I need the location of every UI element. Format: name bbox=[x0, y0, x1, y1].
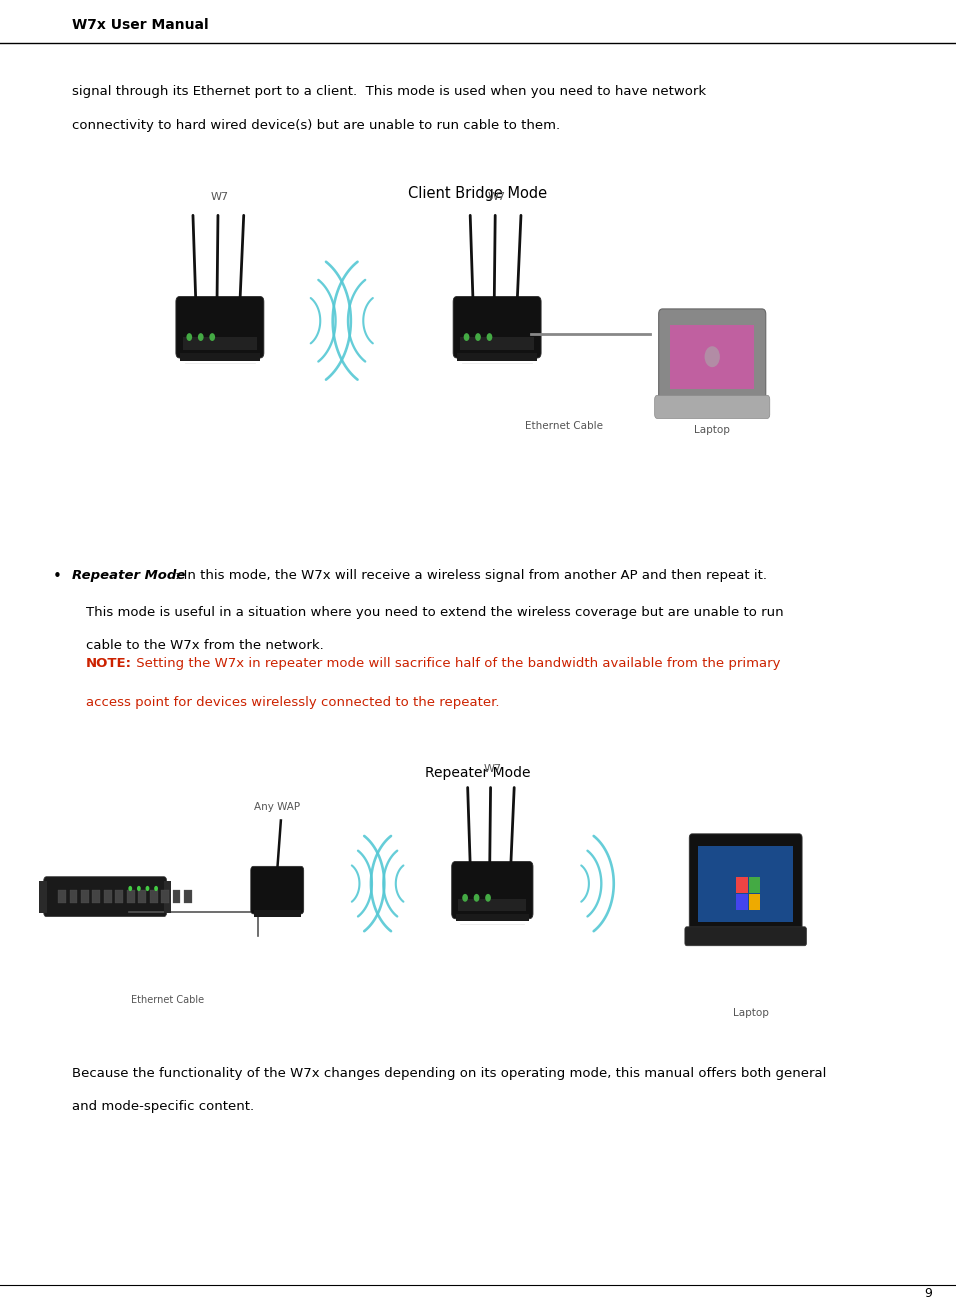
Bar bbox=[150, 890, 158, 903]
Bar bbox=[185, 890, 192, 903]
Text: and mode-specific content.: and mode-specific content. bbox=[72, 1100, 254, 1113]
Text: cable to the W7x from the network.: cable to the W7x from the network. bbox=[86, 639, 324, 652]
Circle shape bbox=[137, 886, 141, 891]
Bar bbox=[173, 890, 181, 903]
Bar bbox=[127, 890, 135, 903]
Circle shape bbox=[475, 332, 481, 340]
Circle shape bbox=[474, 894, 479, 902]
Circle shape bbox=[198, 332, 204, 340]
Circle shape bbox=[209, 332, 215, 340]
Text: Client Bridge Mode: Client Bridge Mode bbox=[408, 186, 548, 200]
Text: This mode is useful in a situation where you need to extend the wireless coverag: This mode is useful in a situation where… bbox=[86, 606, 784, 619]
Circle shape bbox=[463, 894, 468, 902]
Text: Laptop: Laptop bbox=[694, 425, 730, 436]
FancyBboxPatch shape bbox=[659, 309, 766, 404]
Circle shape bbox=[154, 886, 158, 891]
Bar bbox=[698, 846, 793, 922]
Text: Ethernet Cable: Ethernet Cable bbox=[131, 995, 204, 1005]
Circle shape bbox=[145, 886, 149, 891]
FancyBboxPatch shape bbox=[250, 867, 304, 914]
Bar bbox=[70, 890, 77, 903]
Bar bbox=[460, 338, 534, 350]
FancyBboxPatch shape bbox=[176, 296, 264, 357]
Text: access point for devices wirelessly connected to the repeater.: access point for devices wirelessly conn… bbox=[86, 696, 500, 709]
Circle shape bbox=[128, 886, 132, 891]
Text: Ethernet Cable: Ethernet Cable bbox=[525, 421, 603, 432]
Bar bbox=[253, 910, 301, 916]
FancyBboxPatch shape bbox=[453, 296, 541, 357]
FancyBboxPatch shape bbox=[655, 395, 770, 419]
Text: •: • bbox=[53, 569, 62, 584]
Bar bbox=[81, 890, 89, 903]
Circle shape bbox=[486, 894, 491, 902]
Bar bbox=[459, 899, 526, 911]
Circle shape bbox=[464, 332, 469, 340]
Bar bbox=[139, 890, 146, 903]
Circle shape bbox=[186, 332, 192, 340]
Bar bbox=[180, 352, 260, 360]
Text: signal through its Ethernet port to a client.  This mode is used when you need t: signal through its Ethernet port to a cl… bbox=[72, 85, 706, 98]
Text: Setting the W7x in repeater mode will sacrifice half of the bandwidth available : Setting the W7x in repeater mode will sa… bbox=[132, 657, 780, 670]
Circle shape bbox=[705, 347, 720, 368]
Bar bbox=[736, 877, 748, 893]
Text: W7: W7 bbox=[489, 192, 506, 203]
Bar bbox=[183, 338, 257, 350]
Text: Because the functionality of the W7x changes depending on its operating mode, th: Because the functionality of the W7x cha… bbox=[72, 1067, 826, 1080]
Bar bbox=[456, 914, 529, 922]
Text: Laptop: Laptop bbox=[732, 1008, 769, 1018]
Bar bbox=[670, 325, 754, 389]
Bar bbox=[162, 890, 169, 903]
Text: NOTE:: NOTE: bbox=[86, 657, 132, 670]
Bar bbox=[736, 894, 748, 910]
Text: Repeater Mode: Repeater Mode bbox=[72, 569, 185, 583]
Bar bbox=[58, 890, 66, 903]
Bar bbox=[457, 352, 537, 360]
Bar bbox=[749, 894, 760, 910]
Text: : In this mode, the W7x will receive a wireless signal from another AP and then : : In this mode, the W7x will receive a w… bbox=[175, 569, 767, 583]
Bar bbox=[104, 890, 112, 903]
Text: W7x User Manual: W7x User Manual bbox=[72, 18, 208, 33]
Text: connectivity to hard wired device(s) but are unable to run cable to them.: connectivity to hard wired device(s) but… bbox=[72, 119, 560, 132]
Text: W7: W7 bbox=[484, 764, 501, 775]
FancyBboxPatch shape bbox=[44, 877, 166, 916]
FancyBboxPatch shape bbox=[451, 861, 533, 919]
Text: Repeater Mode: Repeater Mode bbox=[425, 766, 531, 780]
Text: W7: W7 bbox=[211, 192, 228, 203]
Bar bbox=[749, 877, 760, 893]
Text: Any WAP: Any WAP bbox=[254, 801, 300, 812]
Circle shape bbox=[487, 332, 492, 340]
Bar bbox=[39, 881, 47, 912]
Bar bbox=[93, 890, 100, 903]
FancyBboxPatch shape bbox=[684, 927, 807, 945]
FancyBboxPatch shape bbox=[689, 834, 802, 933]
Bar bbox=[116, 890, 123, 903]
Bar bbox=[163, 881, 171, 912]
Text: 9: 9 bbox=[924, 1287, 932, 1300]
